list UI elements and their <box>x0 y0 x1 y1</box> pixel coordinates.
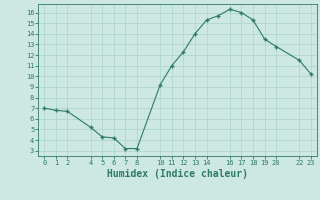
X-axis label: Humidex (Indice chaleur): Humidex (Indice chaleur) <box>107 169 248 179</box>
